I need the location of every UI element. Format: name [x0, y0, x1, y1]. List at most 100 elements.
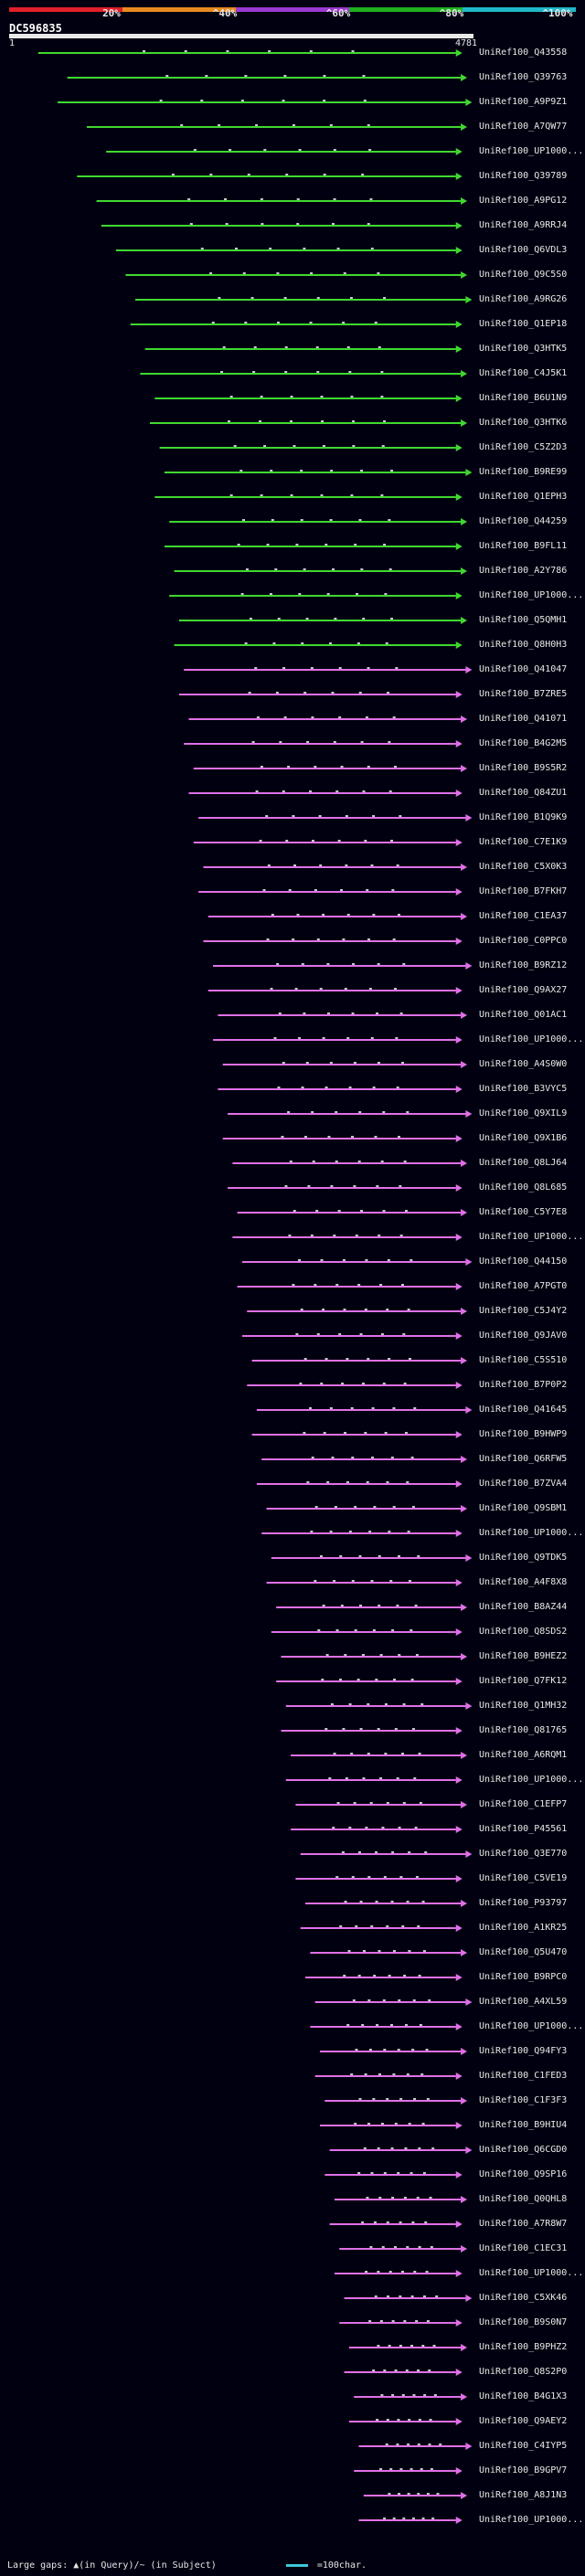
hit-label[interactable]: UniRef100_C0PPC0 [479, 936, 568, 946]
hit-label[interactable]: UniRef100_Q9AEY2 [479, 2416, 568, 2426]
hit-label[interactable]: UniRef100_B1Q9K9 [479, 812, 568, 822]
hit-label[interactable]: UniRef100_UP1000... [479, 2021, 584, 2031]
hit-label[interactable]: UniRef100_B9FL11 [479, 541, 568, 551]
hit-label[interactable]: UniRef100_C5VE19 [479, 1873, 568, 1883]
hit-label[interactable]: UniRef100_C1FED3 [479, 2071, 568, 2081]
hit-label[interactable]: UniRef100_B9RE99 [479, 467, 568, 477]
hit-label[interactable]: UniRef100_C1EA37 [479, 911, 568, 921]
hit-label[interactable]: UniRef100_P45561 [479, 1824, 568, 1834]
hit-label[interactable]: UniRef100_Q9X1B6 [479, 1133, 568, 1143]
hit-label[interactable]: UniRef100_UP1000... [479, 2515, 584, 2525]
hit-label[interactable]: UniRef100_B9GPV7 [479, 2465, 568, 2475]
hit-label[interactable]: UniRef100_C5S510 [479, 1355, 568, 1365]
hit-label[interactable]: UniRef100_Q9AX27 [479, 985, 568, 995]
hit-label[interactable]: UniRef100_B9S0N7 [479, 2317, 568, 2327]
hit-label[interactable]: UniRef100_A8J1N3 [479, 2490, 568, 2500]
hit-label[interactable]: UniRef100_B6U1N9 [479, 393, 568, 403]
hit-label[interactable]: UniRef100_A7PGT0 [479, 1281, 568, 1291]
hit-label[interactable]: UniRef100_Q8L685 [479, 1182, 568, 1193]
hit-label[interactable]: UniRef100_Q6CGD0 [479, 2145, 568, 2155]
hit-label[interactable]: UniRef100_Q39763 [479, 72, 568, 82]
hit-label[interactable]: UniRef100_B7ZVA4 [479, 1479, 568, 1489]
hit-label[interactable]: UniRef100_B9HWP9 [479, 1429, 568, 1439]
hit-label[interactable]: UniRef100_C1F3F3 [479, 2095, 568, 2105]
hit-label[interactable]: UniRef100_B9HIU4 [479, 2120, 568, 2130]
hit-label[interactable]: UniRef100_Q1EPH3 [479, 492, 568, 502]
hit-label[interactable]: UniRef100_C7E1K9 [479, 837, 568, 847]
hit-label[interactable]: UniRef100_Q9SBM1 [479, 1503, 568, 1513]
hit-label[interactable]: UniRef100_Q0QHL8 [479, 2194, 568, 2204]
hit-label[interactable]: UniRef100_A6RQM1 [479, 1750, 568, 1760]
hit-label[interactable]: UniRef100_B3VYC5 [479, 1084, 568, 1094]
hit-label[interactable]: UniRef100_Q6RFW5 [479, 1454, 568, 1464]
hit-label[interactable]: UniRef100_Q7FK12 [479, 1676, 568, 1686]
hit-label[interactable]: UniRef100_Q94FY3 [479, 2046, 568, 2056]
hit-label[interactable]: UniRef100_Q44259 [479, 516, 568, 526]
hit-label[interactable]: UniRef100_A9RG26 [479, 294, 568, 304]
hit-label[interactable]: UniRef100_P93797 [479, 1898, 568, 1908]
hit-label[interactable]: UniRef100_Q9TDK5 [479, 1553, 568, 1563]
hit-label[interactable]: UniRef100_B9S5R2 [479, 763, 568, 773]
hit-label[interactable]: UniRef100_B4G1X3 [479, 2391, 568, 2401]
hit-label[interactable]: UniRef100_C1EFP7 [479, 1799, 568, 1809]
hit-label[interactable]: UniRef100_A7QW77 [479, 122, 568, 132]
hit-label[interactable]: UniRef100_UP1000... [479, 1034, 584, 1044]
hit-label[interactable]: UniRef100_A4S0W0 [479, 1059, 568, 1069]
hit-label[interactable]: UniRef100_Q3HTK6 [479, 418, 568, 428]
hit-label[interactable]: UniRef100_A9RRJ4 [479, 220, 568, 230]
hit-label[interactable]: UniRef100_A1KR25 [479, 1923, 568, 1933]
hit-label[interactable]: UniRef100_C5Z2D3 [479, 442, 568, 452]
hit-label[interactable]: UniRef100_Q41645 [479, 1405, 568, 1415]
hit-label[interactable]: UniRef100_Q8SDS2 [479, 1627, 568, 1637]
hit-label[interactable]: UniRef100_Q44150 [479, 1256, 568, 1267]
hit-label[interactable]: UniRef100_Q3HTK5 [479, 344, 568, 354]
hit-label[interactable]: UniRef100_Q9XIL9 [479, 1108, 568, 1118]
hit-label[interactable]: UniRef100_UP1000... [479, 1232, 584, 1242]
hit-label[interactable]: UniRef100_Q01AC1 [479, 1010, 568, 1020]
hit-label[interactable]: UniRef100_Q1EP18 [479, 319, 568, 329]
hit-label[interactable]: UniRef100_C1EC31 [479, 2243, 568, 2253]
hit-label[interactable]: UniRef100_Q39789 [479, 171, 568, 181]
hit-label[interactable]: UniRef100_B7P0P2 [479, 1380, 568, 1390]
hit-label[interactable]: UniRef100_UP1000... [479, 1528, 584, 1538]
hit-label[interactable]: UniRef100_A4XL59 [479, 1997, 568, 2007]
hit-label[interactable]: UniRef100_UP1000... [479, 2268, 584, 2278]
hit-label[interactable]: UniRef100_C5XK46 [479, 2293, 568, 2303]
hit-label[interactable]: UniRef100_Q5QMH1 [479, 615, 568, 625]
hit-label[interactable]: UniRef100_C5J4Y2 [479, 1306, 568, 1316]
hit-label[interactable]: UniRef100_UP1000... [479, 146, 584, 156]
hit-label[interactable]: UniRef100_Q84ZU1 [479, 788, 568, 798]
hit-label[interactable]: UniRef100_A4F8X8 [479, 1577, 568, 1587]
hit-label[interactable]: UniRef100_Q8LJ64 [479, 1158, 568, 1168]
hit-label[interactable]: UniRef100_B9HEZ2 [479, 1651, 568, 1661]
hit-label[interactable]: UniRef100_UP1000... [479, 1775, 584, 1785]
hit-label[interactable]: UniRef100_B9RZ12 [479, 960, 568, 970]
hit-label[interactable]: UniRef100_UP1000... [479, 590, 584, 600]
hit-label[interactable]: UniRef100_B9RPC0 [479, 1972, 568, 1982]
hit-label[interactable]: UniRef100_B4G2M5 [479, 738, 568, 748]
hit-label[interactable]: UniRef100_A7R8W7 [479, 2219, 568, 2229]
hit-label[interactable]: UniRef100_Q9SP16 [479, 2169, 568, 2179]
hit-label[interactable]: UniRef100_Q8H0H3 [479, 640, 568, 650]
hit-label[interactable]: UniRef100_Q9JAV0 [479, 1330, 568, 1341]
hit-label[interactable]: UniRef100_Q3E770 [479, 1849, 568, 1859]
hit-label[interactable]: UniRef100_Q8S2P0 [479, 2367, 568, 2377]
hit-label[interactable]: UniRef100_C4IYP5 [479, 2441, 568, 2451]
hit-label[interactable]: UniRef100_A2Y786 [479, 566, 568, 576]
hit-label[interactable]: UniRef100_B7ZRE5 [479, 689, 568, 699]
hit-label[interactable]: UniRef100_Q5U470 [479, 1947, 568, 1957]
hit-label[interactable]: UniRef100_B8AZ44 [479, 1602, 568, 1612]
hit-label[interactable]: UniRef100_C5Y7E8 [479, 1207, 568, 1217]
hit-label[interactable]: UniRef100_B9PHZ2 [479, 2342, 568, 2352]
hit-label[interactable]: UniRef100_B7FKH7 [479, 886, 568, 896]
hit-label[interactable]: UniRef100_Q43558 [479, 48, 568, 58]
hit-label[interactable]: UniRef100_A9PG12 [479, 196, 568, 206]
hit-label[interactable]: UniRef100_Q9C5S0 [479, 270, 568, 280]
hit-label[interactable]: UniRef100_A9P9Z1 [479, 97, 568, 107]
hit-label[interactable]: UniRef100_C5X0K3 [479, 862, 568, 872]
hit-label[interactable]: UniRef100_Q1MH32 [479, 1701, 568, 1711]
hit-label[interactable]: UniRef100_Q6VDL3 [479, 245, 568, 255]
hit-label[interactable]: UniRef100_Q41071 [479, 714, 568, 724]
hit-label[interactable]: UniRef100_C4J5K1 [479, 368, 568, 378]
hit-label[interactable]: UniRef100_Q41047 [479, 664, 568, 674]
